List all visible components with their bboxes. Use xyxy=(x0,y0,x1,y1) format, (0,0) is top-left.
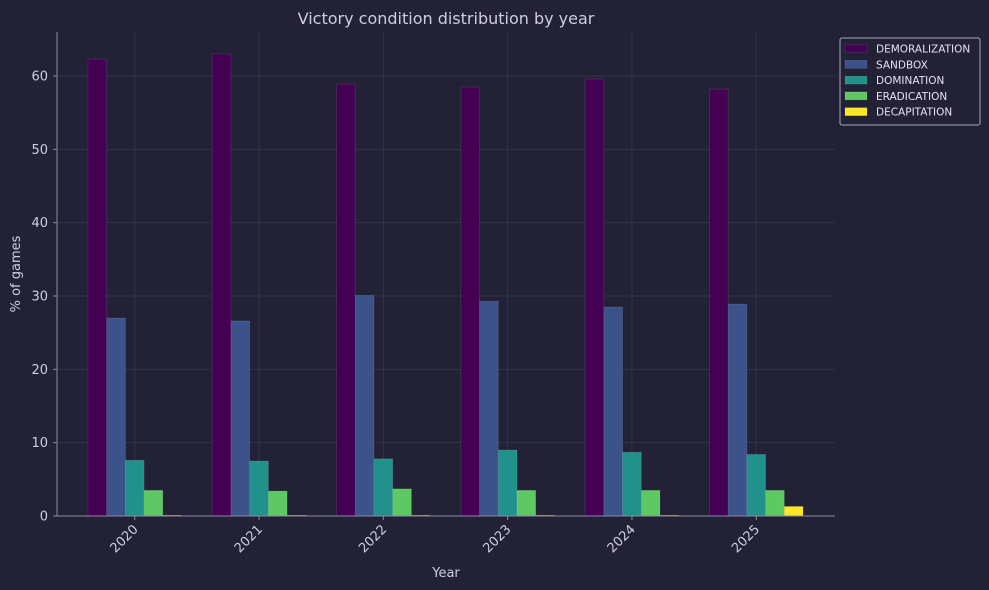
x-tick-label: 2023 xyxy=(480,522,514,556)
bar-domination-2024 xyxy=(622,451,642,517)
y-tick-label: 50 xyxy=(31,143,48,158)
legend-label: DOMINATION xyxy=(876,75,944,87)
bar-sandbox-2021 xyxy=(230,320,251,517)
legend-label: ERADICATION xyxy=(876,91,947,103)
legend-swatch xyxy=(844,75,868,85)
bar-demoralization-2020 xyxy=(87,58,108,517)
legend-swatch xyxy=(844,44,868,53)
y-axis-label: % of games xyxy=(9,235,24,312)
axes xyxy=(53,32,835,520)
legend: DEMORALIZATION SANDBOX DOMINATION ERADICATI… xyxy=(839,37,981,126)
bar-demoralization-2023 xyxy=(460,86,480,517)
bar-sandbox-2022 xyxy=(354,294,375,517)
bar-sandbox-2020 xyxy=(106,317,126,517)
bar-decapitation-2025 xyxy=(783,506,804,517)
bar-domination-2022 xyxy=(373,458,394,517)
bar-demoralization-2022 xyxy=(336,83,356,517)
bar-demoralization-2024 xyxy=(584,78,605,517)
bar-eradication-2023 xyxy=(516,489,537,517)
x-axis-label: Year xyxy=(431,566,460,581)
y-tick-label: 20 xyxy=(31,363,48,378)
x-tick-label: 2022 xyxy=(356,522,390,556)
bar-demoralization-2025 xyxy=(709,88,729,517)
legend-swatch xyxy=(844,107,868,116)
y-tick-label: 40 xyxy=(31,216,48,231)
x-tick-label: 2024 xyxy=(605,522,639,556)
y-tick-label: 60 xyxy=(31,70,48,85)
legend-swatch xyxy=(844,59,868,69)
bar-demoralization-2021 xyxy=(211,53,232,517)
bar-domination-2025 xyxy=(746,453,767,517)
legend-label: DECAPITATION xyxy=(876,107,952,119)
bar-sandbox-2024 xyxy=(603,306,624,517)
bar-eradication-2024 xyxy=(640,489,661,517)
legend-label: SANDBOX xyxy=(876,59,928,71)
legend-box xyxy=(839,37,981,126)
legend-swatch xyxy=(844,91,868,101)
bar-eradication-2025 xyxy=(765,489,785,517)
legend-label: DEMORALIZATION xyxy=(876,44,970,56)
x-tick-label: 2021 xyxy=(232,522,266,556)
grid-lines xyxy=(57,32,835,516)
bar-eradication-2021 xyxy=(267,490,288,517)
bar-domination-2021 xyxy=(249,460,269,517)
y-tick-label: 0 xyxy=(40,510,48,525)
plot-area xyxy=(57,32,835,516)
chart-title: Victory condition distribution by year xyxy=(298,9,595,28)
bar-eradication-2022 xyxy=(392,488,412,517)
x-tick-labels: 2020 2021 2022 2023 2024 2025 xyxy=(108,522,764,556)
y-tick-labels: 0 10 20 30 40 50 60 xyxy=(31,70,48,525)
bars xyxy=(87,53,804,517)
bar-sandbox-2023 xyxy=(479,300,499,517)
bar-domination-2023 xyxy=(497,449,518,517)
bar-sandbox-2025 xyxy=(727,303,748,517)
bar-domination-2020 xyxy=(125,459,145,517)
y-tick-label: 10 xyxy=(31,436,48,451)
bar-eradication-2020 xyxy=(143,489,164,517)
x-tick-label: 2020 xyxy=(108,522,142,556)
x-tick-label: 2025 xyxy=(729,522,763,556)
y-tick-label: 30 xyxy=(31,290,48,305)
